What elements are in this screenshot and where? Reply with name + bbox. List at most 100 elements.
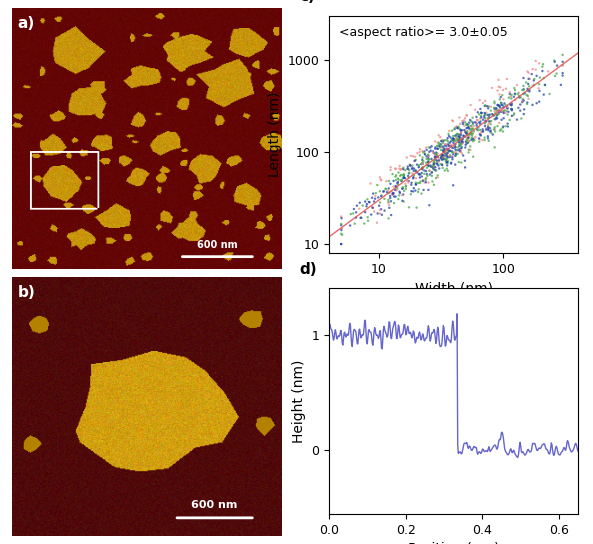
Point [515,106,525,115]
Point [453,143,463,152]
Point [558,69,568,77]
Point [491,115,500,123]
Point [449,144,458,152]
Point [463,135,472,144]
Point [441,149,451,158]
Point [433,141,442,150]
Point [449,138,458,147]
Point [421,158,431,167]
Point [440,136,449,145]
Point [438,154,447,163]
Point [461,129,471,138]
Point [494,106,503,115]
Point [444,145,453,153]
Point [369,197,379,206]
Point [463,130,473,139]
Point [351,213,361,222]
Point [422,160,432,169]
Point [417,156,427,164]
Point [401,184,410,193]
Point [394,164,404,173]
Point [481,116,490,125]
Point [496,107,506,116]
Point [442,151,451,159]
Point [498,104,508,113]
Point [391,172,400,181]
Point [427,154,436,163]
Point [378,187,388,196]
Point [456,141,466,150]
Point [494,102,503,110]
Point [396,165,405,174]
Point [520,89,530,97]
Point [337,230,347,239]
Point [484,119,494,127]
Point [398,170,408,179]
Point [498,107,508,116]
Point [432,141,442,150]
Point [403,164,412,173]
Point [421,178,431,187]
Point [456,145,466,153]
Point [455,133,465,141]
Point [492,111,502,120]
Point [468,137,478,145]
Point [485,117,495,126]
Point [361,208,370,217]
Point [336,220,346,228]
Point [358,201,368,210]
Point [448,136,457,145]
Point [471,113,481,121]
Point [476,109,486,118]
Point [372,181,382,189]
Point [396,165,406,174]
Point [467,131,477,140]
Point [398,184,407,193]
Point [483,123,493,132]
Point [431,149,441,158]
Point [390,192,399,201]
Point [381,184,390,193]
Point [433,157,443,165]
Point [449,137,458,145]
Point [476,114,485,123]
Point [450,141,460,150]
Point [524,82,534,91]
Point [490,107,499,116]
Point [413,149,422,158]
Point [423,171,432,180]
Point [458,135,467,144]
Point [412,160,422,169]
Point [487,128,496,137]
Point [442,152,452,161]
Point [371,194,380,203]
Point [403,176,412,185]
Text: c): c) [299,0,315,4]
Point [458,138,467,146]
Point [457,137,467,145]
Point [417,159,427,168]
Point [389,182,398,191]
Point [448,116,457,125]
Point [428,168,437,177]
Point [448,150,458,158]
Point [459,131,468,140]
Point [483,132,493,141]
Point [448,117,458,126]
Point [442,136,452,145]
Point [433,152,442,161]
Point [407,181,416,189]
Point [451,131,461,140]
Point [454,138,463,146]
Point [523,67,533,76]
Point [429,157,439,165]
Point [431,174,441,182]
Point [480,110,490,119]
Point [495,126,505,135]
Point [436,154,446,163]
Point [503,108,513,116]
Point [337,224,347,233]
Point [438,156,447,164]
Point [399,174,409,182]
Point [345,221,355,230]
